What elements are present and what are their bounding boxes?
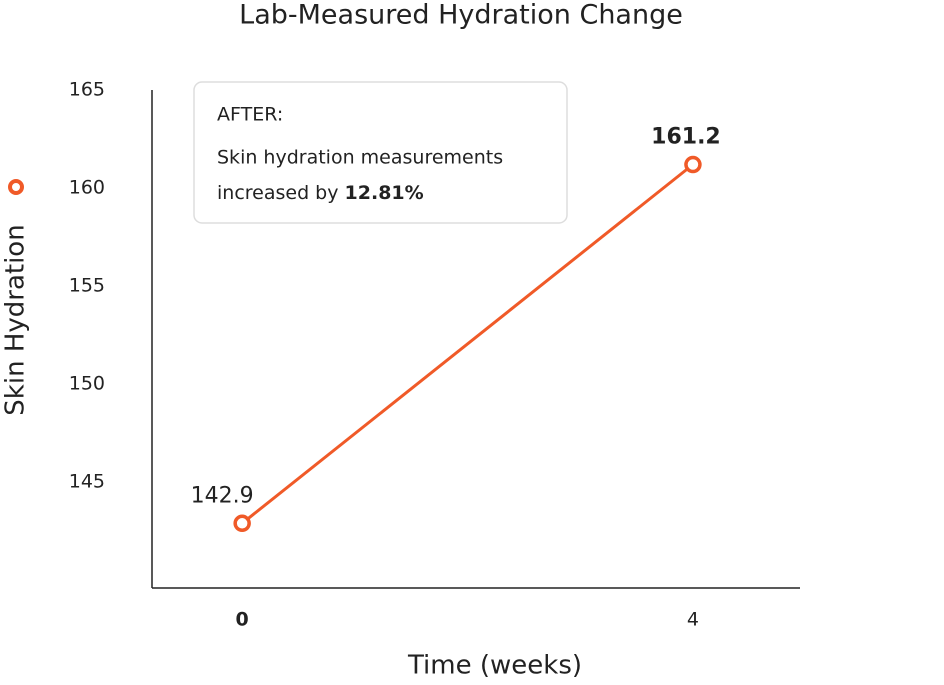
y-tick-label: 165 <box>69 79 105 101</box>
legend-marker <box>8 179 24 195</box>
data-line <box>241 163 694 525</box>
annotation-text: Skin hydration measurements <box>217 147 503 169</box>
annotation-box <box>193 81 568 224</box>
chart-title: Lab-Measured Hydration Change <box>239 0 683 31</box>
annotation-text: increased by <box>217 182 339 204</box>
data-label: 142.9 <box>191 483 254 508</box>
annotation-heading: AFTER: <box>217 104 283 126</box>
y-tick-label: 155 <box>69 275 105 297</box>
annotation-text: increased by 12.81% <box>217 182 424 204</box>
x-axis-label: Time (weeks) <box>407 651 582 681</box>
y-tick-label: 160 <box>69 177 105 199</box>
y-tick-label: 150 <box>69 373 105 395</box>
y-tick-label: 145 <box>69 471 105 493</box>
data-point <box>233 514 251 533</box>
data-point <box>684 155 702 174</box>
x-tick-label: 4 <box>687 609 699 631</box>
annotation-highlight: 12.81% <box>345 182 424 204</box>
y-axis-label: Skin Hydration <box>1 224 31 415</box>
data-label: 161.2 <box>651 125 721 150</box>
x-tick-label: 0 <box>236 609 249 631</box>
